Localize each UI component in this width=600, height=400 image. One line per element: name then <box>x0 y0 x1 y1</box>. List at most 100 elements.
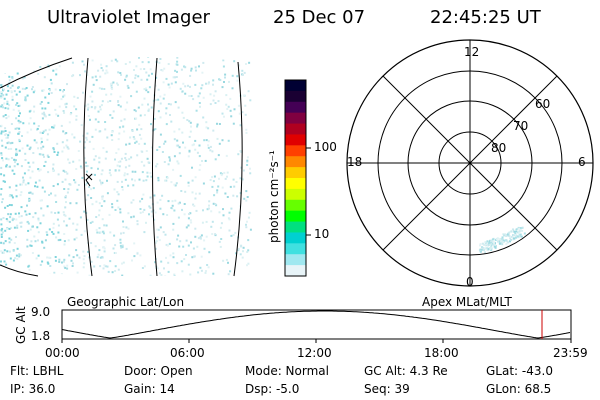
aurora-speckle <box>116 164 119 167</box>
aurora-speckle <box>246 196 249 198</box>
aurora-speckle <box>207 146 210 149</box>
aurora-speckle <box>1 69 3 71</box>
aurora-speckle <box>243 197 246 200</box>
aurora-speckle <box>185 239 188 242</box>
aurora-speckle <box>103 264 106 267</box>
aurora-speckle <box>139 254 142 257</box>
aurora-speckle <box>130 201 133 204</box>
aurora-speckle <box>58 105 61 108</box>
aurora-speckle <box>109 82 112 85</box>
aurora-speckle <box>132 199 135 202</box>
aurora-speckle <box>209 145 212 148</box>
aurora-speckle <box>6 100 9 103</box>
aurora-speckle <box>189 273 192 276</box>
aurora-speckle <box>213 194 216 197</box>
aurora-speckle <box>220 238 223 240</box>
aurora-speckle <box>132 184 135 187</box>
aurora-speckle <box>182 116 185 119</box>
aurora-speckle <box>204 159 207 162</box>
aurora-speckle <box>123 118 126 121</box>
aurora-speckle <box>216 122 218 125</box>
aurora-speckle <box>48 113 51 116</box>
aurora-speckle <box>505 242 508 245</box>
aurora-speckle <box>26 204 28 207</box>
aurora-speckle <box>46 256 49 259</box>
aurora-speckle <box>117 71 120 74</box>
aurora-speckle <box>167 200 170 203</box>
colorbar-segment <box>285 265 306 277</box>
aurora-speckle <box>39 102 42 105</box>
aurora-speckle <box>0 218 3 221</box>
aurora-speckle <box>66 267 69 270</box>
aurora-speckle <box>101 195 104 198</box>
aurora-speckle <box>122 261 125 264</box>
aurora-speckle <box>169 254 172 257</box>
aurora-speckle <box>207 82 210 85</box>
aurora-speckle <box>211 233 214 235</box>
aurora-speckle <box>510 239 512 241</box>
aurora-speckle <box>134 179 136 182</box>
y-max-label: 9.0 <box>31 305 51 319</box>
aurora-speckle <box>56 183 59 186</box>
aurora-speckle <box>15 117 18 120</box>
aurora-speckle <box>93 107 96 110</box>
aurora-speckle <box>0 92 3 95</box>
aurora-speckle <box>196 245 199 248</box>
aurora-speckle <box>98 227 101 230</box>
aurora-speckle <box>0 230 3 233</box>
aurora-speckle <box>200 255 203 258</box>
aurora-speckle <box>194 176 197 179</box>
aurora-speckle <box>499 240 502 243</box>
aurora-speckle <box>191 144 194 147</box>
aurora-speckle <box>131 130 134 132</box>
aurora-speckle <box>220 222 223 225</box>
aurora-speckle <box>141 277 143 279</box>
aurora-speckle <box>168 159 171 162</box>
aurora-speckle <box>64 196 67 199</box>
aurora-speckle <box>241 256 244 259</box>
aurora-speckle <box>28 212 31 215</box>
aurora-speckle <box>485 244 487 247</box>
aurora-speckle <box>11 98 14 101</box>
aurora-speckle <box>149 274 152 277</box>
aurora-speckle <box>140 78 143 81</box>
aurora-speckle <box>109 174 112 177</box>
aurora-speckle <box>138 123 141 126</box>
aurora-speckle <box>136 223 139 226</box>
aurora-speckle <box>47 156 50 158</box>
aurora-speckle <box>47 262 50 265</box>
aurora-speckle <box>141 150 144 153</box>
aurora-speckle <box>71 75 74 78</box>
aurora-speckle <box>86 165 89 167</box>
aurora-speckle <box>179 87 182 90</box>
aurora-speckle <box>137 106 140 109</box>
aurora-speckle <box>187 184 190 187</box>
aurora-speckle <box>170 207 173 209</box>
aurora-speckle <box>10 204 13 207</box>
aurora-speckle <box>4 206 7 209</box>
mlt-label-0: 0 <box>466 275 474 289</box>
aurora-speckle <box>34 212 37 215</box>
aurora-speckle <box>154 261 156 264</box>
aurora-speckle <box>3 174 6 177</box>
aurora-speckle <box>16 247 19 250</box>
aurora-speckle <box>218 177 220 180</box>
aurora-speckle <box>155 240 158 243</box>
aurora-speckle <box>10 226 13 229</box>
aurora-speckle <box>46 233 49 236</box>
aurora-speckle <box>168 156 171 159</box>
aurora-speckle <box>52 148 55 151</box>
aurora-speckle <box>33 105 36 108</box>
aurora-speckle <box>205 270 207 272</box>
aurora-speckle <box>187 217 190 220</box>
aurora-speckle <box>68 254 71 257</box>
aurora-speckle <box>236 195 239 198</box>
aurora-speckle <box>92 187 95 190</box>
aurora-speckle <box>238 57 241 59</box>
aurora-speckle <box>32 91 35 94</box>
aurora-speckle <box>207 144 210 147</box>
aurora-speckle <box>179 240 182 243</box>
aurora-speckle <box>211 150 214 153</box>
aurora-speckle <box>41 132 44 134</box>
aurora-speckle <box>499 237 502 240</box>
